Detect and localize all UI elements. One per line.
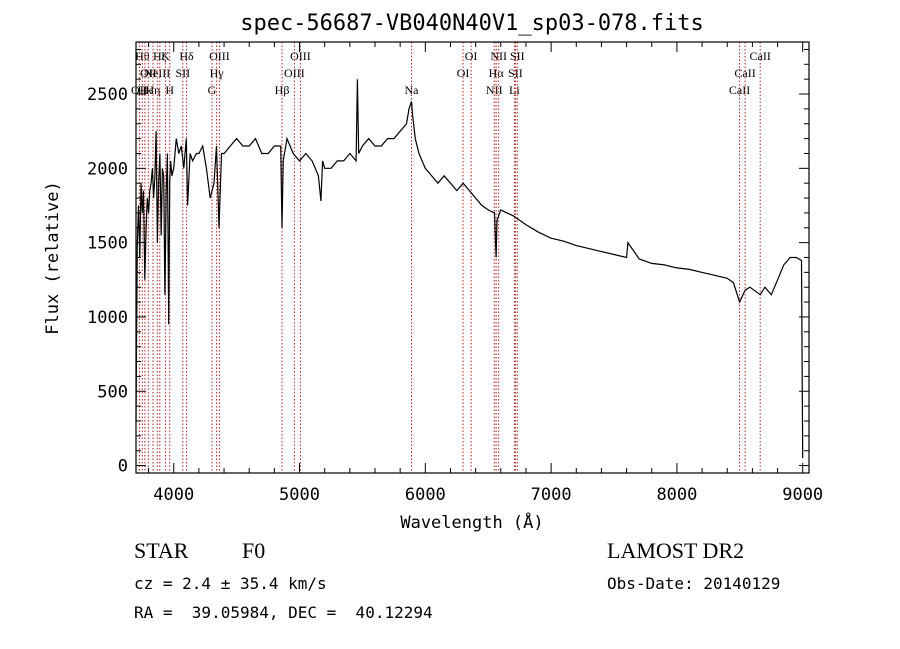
line-marker-label: G xyxy=(208,83,217,97)
object-subclass: F0 xyxy=(242,538,266,563)
line-marker-label: OI xyxy=(465,49,478,63)
line-marker-label: Na xyxy=(404,83,419,97)
x-tick-label: 5000 xyxy=(279,485,320,505)
y-tick-label: 2500 xyxy=(87,85,128,105)
y-axis-label: Flux (relative) xyxy=(43,181,63,335)
line-marker-label: SII xyxy=(508,66,523,80)
line-marker-label: Hη xyxy=(146,83,161,97)
line-marker-label: H xyxy=(165,83,174,97)
line-marker-label: OI xyxy=(457,66,470,80)
spectrum-series-line xyxy=(135,79,804,459)
line-marker-label: OIII xyxy=(284,66,305,80)
x-tick-label: 8000 xyxy=(656,485,697,505)
observation-date: Obs-Date: 20140129 xyxy=(607,574,781,593)
line-marker-label: NeIII xyxy=(144,66,170,80)
x-axis-label: Wavelength (Å) xyxy=(400,511,543,533)
line-marker-label: Li xyxy=(509,83,520,97)
chart-title: spec-56687-VB040N40V1_sp03-078.fits xyxy=(240,11,704,36)
axis-ticks: 4000 5000 6000 7000 8000 9000 0 500 1000 1500 2000… xyxy=(87,42,823,505)
line-marker-label: OIII xyxy=(290,49,311,63)
emission-line-markers: OIIHθHκOIIHηNeIIIHζKHSIIHδGHγOIIIHβOIIIO… xyxy=(131,42,771,473)
line-marker-label: K xyxy=(161,49,170,63)
line-marker-label: OIII xyxy=(209,49,230,63)
line-marker-label: CaII xyxy=(729,83,750,97)
line-marker-label: Hγ xyxy=(210,66,225,80)
line-marker-label: Hθ xyxy=(135,49,150,63)
y-tick-label: 2000 xyxy=(87,159,128,179)
line-marker-label: OII xyxy=(140,66,157,80)
line-marker-label: SII xyxy=(175,66,190,80)
line-marker-label: Hβ xyxy=(275,83,290,97)
line-marker-label: OII xyxy=(131,83,148,97)
x-tick-label: 4000 xyxy=(153,485,194,505)
line-marker-label: SII xyxy=(510,49,525,63)
y-tick-label: 0 xyxy=(118,457,128,477)
redshift-velocity: cz = 2.4 ± 35.4 km/s xyxy=(134,574,327,593)
x-tick-label: 6000 xyxy=(405,485,446,505)
y-tick-label: 1000 xyxy=(87,308,128,328)
x-tick-label: 7000 xyxy=(531,485,572,505)
coordinates: RA = 39.05984, DEC = 40.12294 xyxy=(134,603,433,622)
line-marker-label: Hζ xyxy=(153,49,167,63)
line-marker-label: Hδ xyxy=(179,49,194,63)
line-marker-label: NII xyxy=(486,83,503,97)
x-tick-label: 9000 xyxy=(782,485,823,505)
line-marker-label: Hα xyxy=(489,66,505,80)
survey-release: LAMOST DR2 xyxy=(607,538,745,563)
object-class: STAR xyxy=(134,538,189,563)
y-tick-label: 500 xyxy=(97,382,128,402)
y-tick-label: 1500 xyxy=(87,234,128,254)
line-marker-label: Hκ xyxy=(138,83,153,97)
plot-frame xyxy=(135,41,810,474)
line-marker-label: CaII xyxy=(734,66,755,80)
line-marker-label: NII xyxy=(490,49,507,63)
line-marker-label: CaII xyxy=(750,49,771,63)
